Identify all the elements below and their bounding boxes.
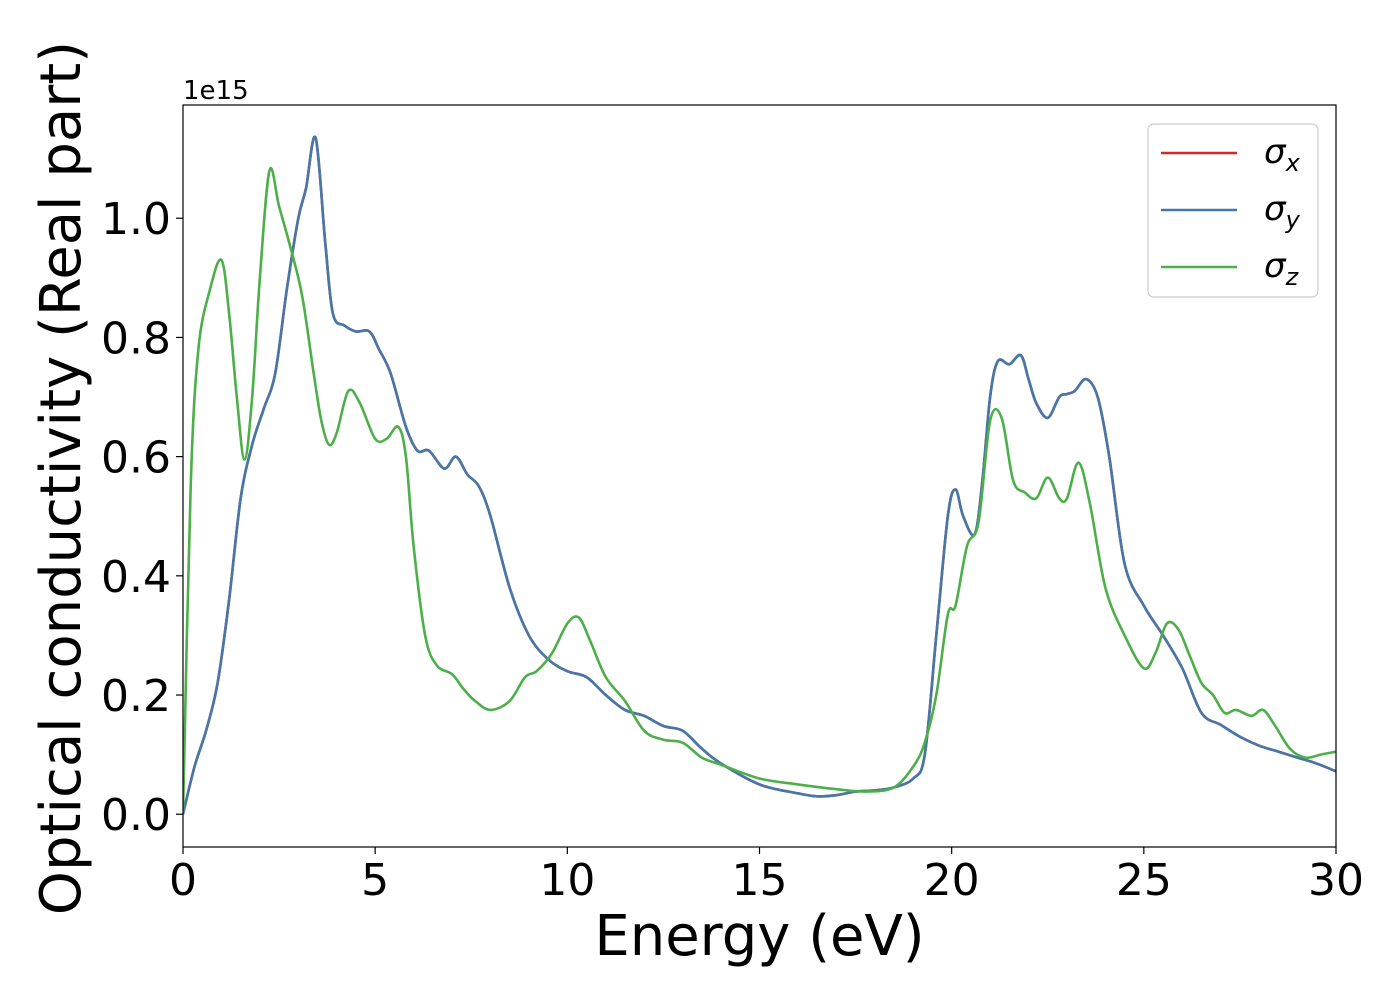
x-tick-label: 10 xyxy=(539,855,595,906)
x-tick-label: 30 xyxy=(1308,855,1364,906)
series-layer xyxy=(183,135,1336,815)
y-axis: 0.0 0.2 0.4 0.6 0.8 1.0 xyxy=(101,194,183,841)
x-axis-label: Energy (eV) xyxy=(594,904,924,969)
x-tick-label: 25 xyxy=(1116,855,1172,906)
legend-label-y: σy xyxy=(1264,189,1301,234)
y-tick-label: 0.4 xyxy=(101,552,171,603)
x-tick-label: 0 xyxy=(169,855,197,906)
x-tick-label: 15 xyxy=(732,855,788,906)
legend-label-x: σx xyxy=(1264,132,1301,177)
x-tick-label: 5 xyxy=(361,855,389,906)
x-axis: 0 5 10 15 20 25 30 xyxy=(169,847,1364,906)
y-tick-label: 0.0 xyxy=(101,790,171,841)
x-tick-label: 20 xyxy=(924,855,980,906)
y-tick-label: 1.0 xyxy=(101,194,171,245)
series-line-z xyxy=(183,166,1336,815)
legend-label-z: σz xyxy=(1264,246,1300,291)
legend: σx σy σz xyxy=(1147,123,1319,298)
y-tick-label: 0.8 xyxy=(101,313,171,364)
y-tick-label: 0.6 xyxy=(101,433,171,484)
y-tick-label: 0.2 xyxy=(101,671,171,722)
y-axis-label: Optical conductivity (Real part) xyxy=(29,41,94,915)
y-offset-label: 1e15 xyxy=(183,76,249,106)
